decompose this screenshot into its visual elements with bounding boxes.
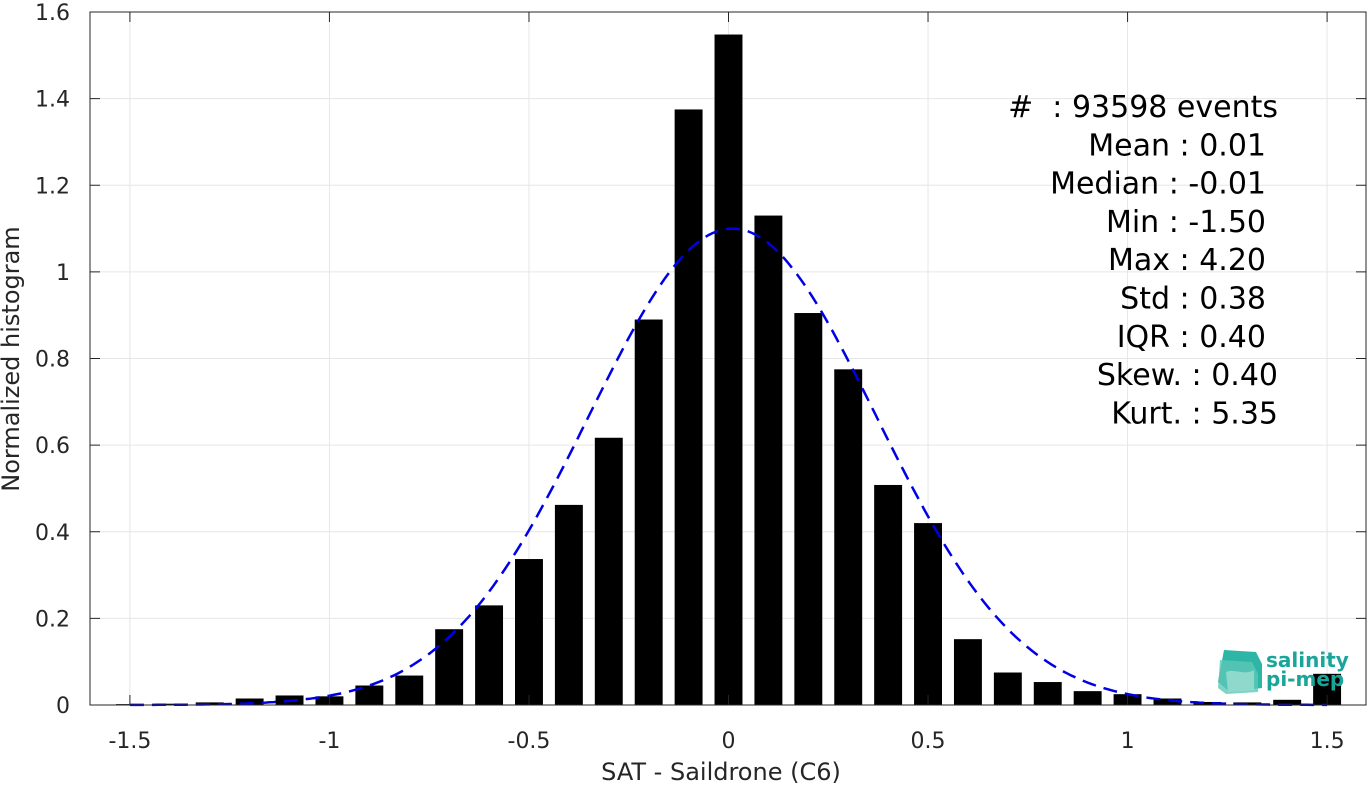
y-axis-label: Normalized histogram xyxy=(0,226,25,491)
histogram-bar xyxy=(355,685,384,705)
x-axis-label: SAT - Saildrone (C6) xyxy=(601,758,841,785)
histogram-bar xyxy=(953,639,982,705)
x-tick-label: 0 xyxy=(722,729,736,754)
histogram-bar xyxy=(834,369,863,705)
histogram-bar xyxy=(1033,682,1062,705)
histogram-bar xyxy=(435,629,464,705)
y-tick-label: 1.6 xyxy=(35,1,70,26)
stats-line: IQR : 0.40 xyxy=(1117,320,1266,355)
axes xyxy=(89,11,1367,706)
histogram-bar xyxy=(914,523,942,705)
stats-line: Kurt. : 5.35 xyxy=(1111,396,1278,431)
x-tick-label: -1.5 xyxy=(108,729,151,754)
stats-line: Skew. : 0.40 xyxy=(1097,358,1278,393)
logo-text-salinity: salinity xyxy=(1266,648,1349,672)
y-tick-label: 0.4 xyxy=(35,521,70,546)
y-tick-label: 0.6 xyxy=(35,434,70,459)
x-tick-label: -0.5 xyxy=(508,729,551,754)
y-tick-labels: 0 0.2 0.4 0.6 0.8 1 1.2 1.4 1.6 xyxy=(35,1,70,719)
y-tick-label: 0 xyxy=(56,694,70,719)
stats-line: Std : 0.38 xyxy=(1120,282,1266,317)
histogram-bar xyxy=(754,215,783,705)
y-tick-label: 0.8 xyxy=(35,348,70,373)
histogram-bar xyxy=(155,703,184,705)
histogram-bar xyxy=(594,437,623,705)
salinity-pi-mep-logo: salinity pi-mep xyxy=(1218,648,1349,694)
stats-line: # : 93598 events xyxy=(1008,90,1278,125)
histogram-bar xyxy=(235,698,264,705)
x-tick-label: -1 xyxy=(318,729,340,754)
histogram-bar xyxy=(554,504,583,705)
histogram-bar xyxy=(395,675,424,705)
y-tick-label: 1.4 xyxy=(35,88,70,113)
histogram-bar xyxy=(993,672,1022,705)
histogram-bar xyxy=(794,313,823,705)
histogram-bar xyxy=(634,319,663,705)
y-tick-label: 1.2 xyxy=(35,174,70,199)
stats-line: Min : -1.50 xyxy=(1106,205,1266,240)
x-tick-labels: -1.5 -1 -0.5 0 0.5 1 1.5 xyxy=(108,729,1344,754)
stats-line: Mean : 0.01 xyxy=(1088,128,1266,163)
histogram-bar xyxy=(475,605,504,705)
x-tick-label: 0.5 xyxy=(911,729,946,754)
logo-text-pi-mep: pi-mep xyxy=(1266,667,1344,691)
histogram-bar xyxy=(1273,699,1302,705)
y-tick-label: 1 xyxy=(56,261,70,286)
histogram-bar xyxy=(674,109,703,705)
x-tick-label: 1 xyxy=(1121,729,1135,754)
y-tick-label: 0.2 xyxy=(35,607,70,632)
histogram-bar xyxy=(1193,701,1222,705)
histogram-bar xyxy=(515,559,543,705)
histogram-bar xyxy=(1073,691,1102,705)
stats-line: Max : 4.20 xyxy=(1108,243,1266,278)
logo-emblem-icon xyxy=(1218,650,1262,694)
histogram-bar xyxy=(714,34,743,705)
histogram-bar xyxy=(874,484,903,705)
histogram-bar xyxy=(1153,698,1182,705)
x-tick-label: 1.5 xyxy=(1310,729,1345,754)
stats-line: Median : -0.01 xyxy=(1050,167,1266,202)
